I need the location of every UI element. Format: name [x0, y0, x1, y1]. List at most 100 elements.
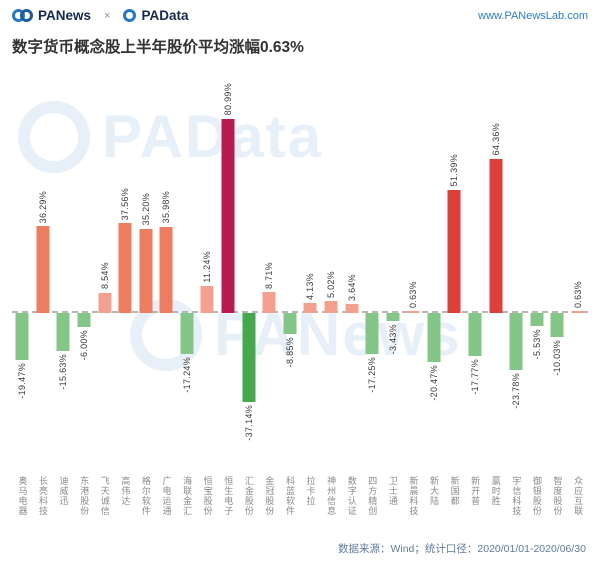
bar-column: -20.47% — [424, 63, 445, 473]
bar — [489, 158, 503, 313]
x-axis-label: 长亮科技 — [38, 476, 49, 516]
x-axis-label: 迪威迅 — [58, 476, 69, 506]
bar-value-label: 0.63% — [572, 280, 583, 308]
bar-value-label: 35.98% — [161, 191, 172, 224]
bar-value-label: -19.47% — [17, 362, 28, 399]
bar-column: -17.24% — [177, 63, 198, 473]
x-axis-label: 新晨科技 — [408, 476, 419, 516]
bar-value-label: 64.36% — [490, 123, 501, 156]
bar-value-label: 3.64% — [346, 274, 357, 302]
bar — [36, 225, 50, 313]
bar-column: 36.29% — [33, 63, 54, 473]
bar-value-label: -10.03% — [552, 340, 563, 376]
x-axis-label: 飞天诚信 — [99, 476, 110, 516]
bar-value-label: -23.78% — [511, 373, 522, 409]
bar — [406, 311, 420, 313]
bar-value-label: 4.13% — [305, 273, 316, 301]
panews-ring2-icon — [20, 9, 33, 22]
bar-column: 8.54% — [94, 63, 115, 473]
bar — [118, 222, 132, 313]
bar-column: -37.14% — [238, 63, 259, 473]
bar-column: 35.98% — [156, 63, 177, 473]
bar-column: 3.64% — [341, 63, 362, 473]
bar-value-label: 51.39% — [449, 154, 460, 187]
chart-title: 数字货币概念股上半年股价平均涨幅0.63% — [12, 39, 304, 56]
x-axis-label: 科蓝软件 — [284, 476, 295, 516]
x-axis-label: 新开普 — [470, 476, 481, 506]
bar — [530, 313, 544, 327]
bar — [468, 313, 482, 356]
x-axis-label: 格尔软件 — [140, 476, 151, 516]
bar — [571, 311, 585, 313]
x-axis-label: 卫士通 — [387, 476, 398, 506]
bar-value-label: -8.85% — [284, 337, 295, 368]
bar — [447, 189, 461, 313]
bar-value-label: -6.00% — [79, 330, 90, 361]
bar-column: -17.77% — [465, 63, 486, 473]
bar-column: -10.03% — [547, 63, 568, 473]
bar-value-label: -5.53% — [531, 329, 542, 360]
bar-value-label: 5.02% — [325, 270, 336, 298]
x-axis-label: 神州信息 — [326, 476, 337, 516]
bar — [345, 304, 359, 313]
bar-value-label: 8.54% — [99, 262, 110, 290]
bar-column: 37.56% — [115, 63, 136, 473]
brand-lockup: PANews × PAData — [12, 8, 188, 23]
bar-value-label: 36.29% — [37, 190, 48, 223]
x-axis-label: 海联金汇 — [182, 476, 193, 516]
x-axis-label: 赢时胜 — [490, 476, 501, 506]
average-dashed-line — [12, 311, 588, 313]
panews-logo-icon — [12, 9, 33, 22]
bar-value-label: -17.77% — [470, 358, 480, 395]
x-axis-label: 智度股份 — [552, 476, 563, 516]
bar-value-label: -3.43% — [387, 324, 398, 355]
x-axis-label: 恒宝股份 — [202, 476, 213, 516]
bar — [77, 313, 91, 328]
x-axis-label: 高伟达 — [120, 476, 131, 506]
bar-value-label: 80.99% — [223, 83, 234, 116]
bar-column: 11.24% — [197, 63, 218, 473]
bar-value-label: 37.56% — [120, 187, 131, 220]
x-axis-label: 奥马电器 — [17, 476, 28, 516]
bar-column: -8.85% — [280, 63, 301, 473]
bar-column: -6.00% — [74, 63, 95, 473]
plot-area: -19.47% 36.29% -15.63% -6.00% 8.54% 37.56% 35.… — [12, 63, 588, 473]
data-source-note: 数据来源：Wind；统计口径：2020/01/01-2020/06/30 — [337, 543, 586, 555]
bar-column: 64.36% — [485, 63, 506, 473]
brand-padata-text: PAData — [141, 8, 189, 23]
bar — [15, 313, 29, 360]
bar — [56, 313, 70, 351]
bar — [139, 228, 153, 313]
bar-column: 0.63% — [403, 63, 424, 473]
x-axis-labels: 奥马电器 长亮科技 迪威迅 东港股份 飞天诚信 高伟达 格尔软件 广电运通 海联金汇 恒宝股份 恒生… — [12, 476, 588, 534]
bar-column: 80.99% — [218, 63, 239, 473]
bar — [365, 313, 379, 355]
bar-column: -23.78% — [506, 63, 527, 473]
bar-column: -19.47% — [12, 63, 33, 473]
bar-column: -5.53% — [526, 63, 547, 473]
bar-value-label: 11.24% — [202, 251, 213, 284]
bar — [221, 118, 235, 313]
bar-value-label: 0.63% — [408, 280, 419, 308]
x-axis-label: 宇信科技 — [511, 476, 522, 516]
x-axis-label: 汇金股份 — [243, 476, 254, 516]
bar-column: -3.43% — [382, 63, 403, 473]
bar-column: 51.39% — [444, 63, 465, 473]
x-axis-label: 御银股份 — [531, 476, 542, 516]
bar — [427, 313, 441, 363]
x-axis-label: 广电运通 — [161, 476, 172, 516]
brand-panews-text: PANews — [38, 8, 92, 23]
bar — [242, 313, 256, 403]
bar — [303, 303, 317, 313]
x-axis-label: 众应互联 — [573, 476, 584, 516]
bar-column: -17.25% — [362, 63, 383, 473]
bar — [283, 313, 297, 335]
website-link[interactable]: www.PANewsLab.com — [478, 9, 588, 22]
bar-column: -15.63% — [53, 63, 74, 473]
x-axis-label: 拉卡拉 — [305, 476, 316, 506]
bar — [550, 313, 564, 338]
bar-value-label: -20.47% — [428, 365, 439, 401]
bar-column: 5.02% — [321, 63, 342, 473]
x-axis-label: 东港股份 — [79, 476, 90, 516]
x-axis-label: 新大陆 — [429, 476, 440, 506]
